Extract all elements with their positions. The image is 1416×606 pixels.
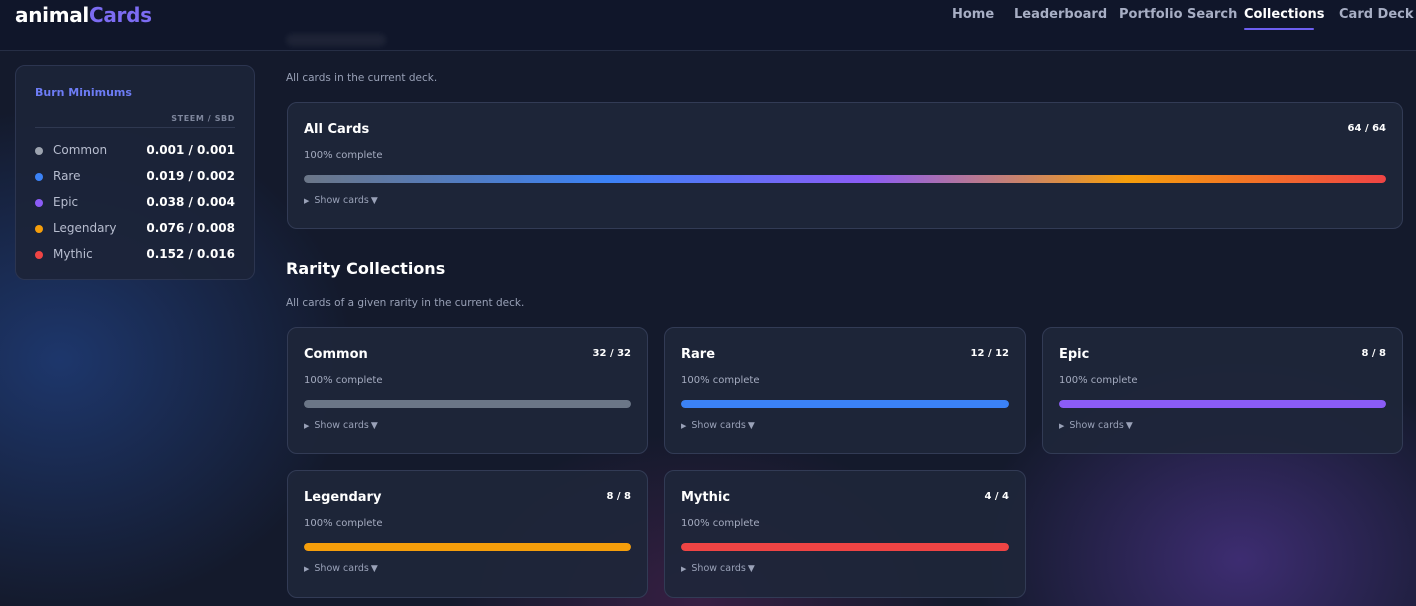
collection-title: Rare (681, 347, 716, 362)
burn-row-rare: Rare 0.019 / 0.002 (35, 168, 235, 186)
burn-row-mythic: Mythic 0.152 / 0.016 (35, 246, 235, 264)
caret-down-icon: ▼ (1125, 421, 1133, 431)
nav-leaderboard[interactable]: Leaderboard (1014, 7, 1108, 22)
collection-count: 4 / 4 (984, 491, 1009, 502)
collection-count: 64 / 64 (1347, 123, 1386, 134)
rarity-dot-icon (35, 225, 43, 233)
collection-progress-bar (1059, 400, 1386, 408)
show-cards-toggle[interactable]: ▶ Show cards ▼ (681, 420, 755, 431)
show-cards-label: Show cards (691, 420, 746, 431)
nav-home[interactable]: Home (952, 7, 995, 22)
caret-down-icon: ▼ (370, 564, 378, 574)
progress-fill (304, 543, 631, 551)
collection-percent: 100% complete (1059, 375, 1138, 386)
mythic-collection-card: Mythic 4 / 4 100% complete ▶ Show cards ▼ (664, 470, 1026, 598)
show-cards-label: Show cards (314, 195, 369, 206)
collection-count: 32 / 32 (592, 348, 631, 359)
triangle-right-icon: ▶ (304, 422, 310, 430)
legendary-collection-card: Legendary 8 / 8 100% complete ▶ Show card… (287, 470, 648, 598)
collection-progress-bar (304, 175, 1386, 183)
triangle-right-icon: ▶ (304, 197, 310, 205)
rarity-dot-icon (35, 251, 43, 259)
progress-fill (304, 175, 1386, 183)
rarity-dot-icon (35, 199, 43, 207)
burn-rarity-value: 0.152 / 0.016 (146, 247, 235, 261)
burn-minimums-panel: Burn Minimums STEEM / SBD Common 0.001 /… (15, 65, 255, 280)
collection-progress-bar (304, 543, 631, 551)
burn-rarity-value: 0.038 / 0.004 (146, 195, 235, 209)
collection-progress-bar (681, 543, 1009, 551)
progress-fill (304, 400, 631, 408)
show-cards-label: Show cards (314, 563, 369, 574)
show-cards-label: Show cards (691, 563, 746, 574)
rarity-section-title: Rarity Collections (286, 259, 446, 278)
nav-portfolio-search[interactable]: Portfolio Search (1119, 7, 1238, 22)
collection-count: 8 / 8 (1361, 348, 1386, 359)
collection-progress-bar (304, 400, 631, 408)
faded-heading (286, 34, 386, 46)
collection-title: Common (304, 347, 368, 362)
collection-title: Legendary (304, 490, 382, 505)
rarity-dot-icon (35, 173, 43, 181)
collection-percent: 100% complete (681, 518, 760, 529)
collection-progress-bar (681, 400, 1009, 408)
top-navbar: animalCards Home Leaderboard Portfolio S… (0, 0, 1416, 51)
collection-percent: 100% complete (304, 375, 383, 386)
show-cards-label: Show cards (1069, 420, 1124, 431)
show-cards-toggle[interactable]: ▶ Show cards ▼ (304, 420, 378, 431)
collection-title: Epic (1059, 347, 1090, 362)
burn-row-common: Common 0.001 / 0.001 (35, 142, 235, 160)
progress-fill (681, 400, 1009, 408)
show-cards-toggle[interactable]: ▶ Show cards ▼ (1059, 420, 1133, 431)
show-cards-toggle[interactable]: ▶ Show cards ▼ (304, 563, 378, 574)
nav-active-indicator (1244, 28, 1314, 30)
triangle-right-icon: ▶ (1059, 422, 1065, 430)
progress-fill (1059, 400, 1386, 408)
burn-rarity-name: Rare (53, 169, 81, 183)
triangle-right-icon: ▶ (681, 422, 687, 430)
burn-row-legendary: Legendary 0.076 / 0.008 (35, 220, 235, 238)
collection-percent: 100% complete (304, 150, 383, 161)
app-logo[interactable]: animalCards (15, 3, 152, 27)
rarity-dot-icon (35, 147, 43, 155)
show-cards-toggle[interactable]: ▶ Show cards ▼ (304, 195, 378, 206)
collection-count: 8 / 8 (606, 491, 631, 502)
collection-percent: 100% complete (304, 518, 383, 529)
collection-title: Mythic (681, 490, 731, 505)
nav-collections[interactable]: Collections (1244, 7, 1325, 22)
burn-minimums-title: Burn Minimums (35, 86, 132, 99)
common-collection-card: Common 32 / 32 100% complete ▶ Show cards… (287, 327, 648, 454)
caret-down-icon: ▼ (370, 421, 378, 431)
nav-card-deck[interactable]: Card Deck (1339, 7, 1414, 22)
burn-rarity-value: 0.076 / 0.008 (146, 221, 235, 235)
burn-rarity-value: 0.019 / 0.002 (146, 169, 235, 183)
show-cards-toggle[interactable]: ▶ Show cards ▼ (681, 563, 755, 574)
deck-subtitle: All cards in the current deck. (286, 72, 438, 84)
burn-column-header: STEEM / SBD (35, 114, 235, 128)
logo-text-animal: animal (15, 3, 89, 27)
burn-rarity-name: Common (53, 143, 108, 157)
burn-rarity-value: 0.001 / 0.001 (146, 143, 235, 157)
all-cards-collection-card: All Cards 64 / 64 100% complete ▶ Show ca… (287, 102, 1403, 229)
collection-title: All Cards (304, 122, 370, 137)
collection-percent: 100% complete (681, 375, 760, 386)
collection-count: 12 / 12 (970, 348, 1009, 359)
logo-text-cards: Cards (88, 3, 152, 27)
rare-collection-card: Rare 12 / 12 100% complete ▶ Show cards ▼ (664, 327, 1026, 454)
triangle-right-icon: ▶ (304, 565, 310, 573)
progress-fill (681, 543, 1009, 551)
caret-down-icon: ▼ (370, 196, 378, 206)
burn-rarity-name: Epic (53, 195, 79, 209)
caret-down-icon: ▼ (747, 564, 755, 574)
burn-rarity-name: Legendary (53, 221, 117, 235)
show-cards-label: Show cards (314, 420, 369, 431)
burn-row-epic: Epic 0.038 / 0.004 (35, 194, 235, 212)
rarity-section-subtitle: All cards of a given rarity in the curre… (286, 297, 525, 309)
caret-down-icon: ▼ (747, 421, 755, 431)
epic-collection-card: Epic 8 / 8 100% complete ▶ Show cards ▼ (1042, 327, 1403, 454)
burn-rarity-name: Mythic (53, 247, 93, 261)
triangle-right-icon: ▶ (681, 565, 687, 573)
